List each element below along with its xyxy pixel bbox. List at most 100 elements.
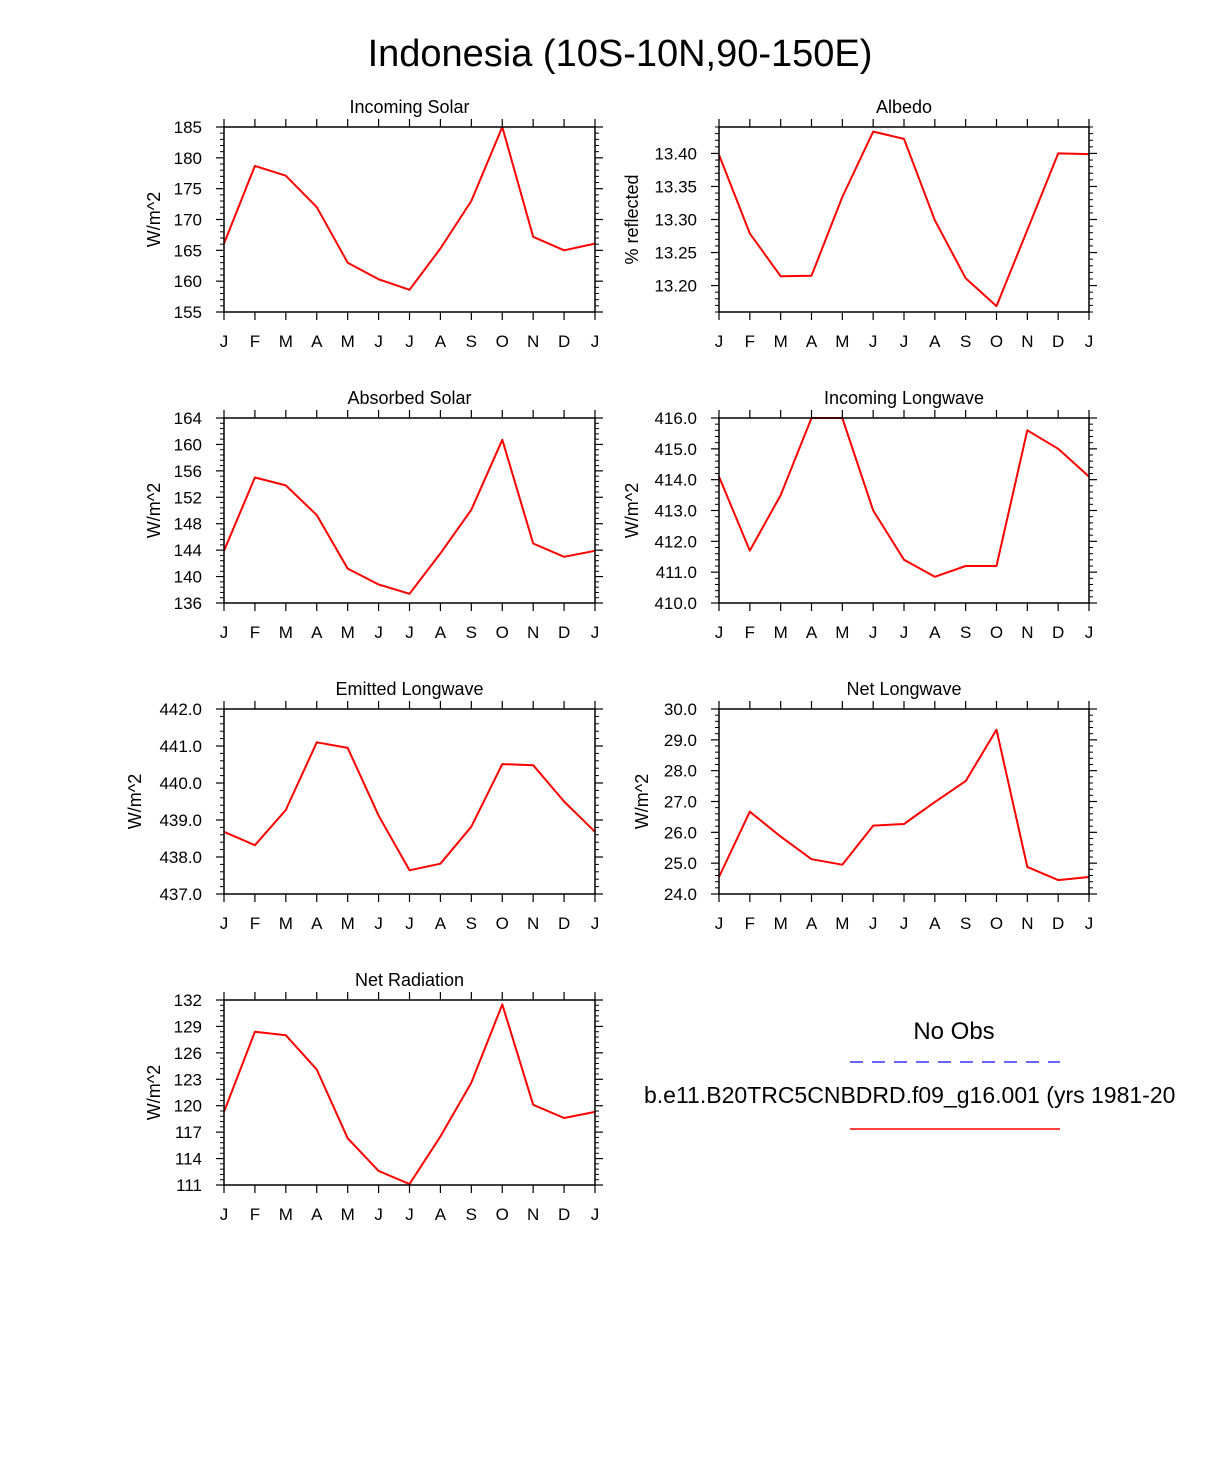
x-tick-label: O (496, 332, 509, 351)
series-line-model (718, 130, 1090, 308)
x-tick-label: A (435, 332, 447, 351)
y-tick-label: 414.0 (654, 471, 697, 490)
y-tick-label: 13.35 (654, 177, 697, 196)
series-line-model (223, 126, 596, 291)
x-tick-label: M (774, 332, 788, 351)
x-tick-label: O (496, 914, 509, 933)
x-tick-label: J (405, 332, 414, 351)
x-tick-label: N (1021, 914, 1033, 933)
y-tick-label: 440.0 (159, 774, 202, 793)
x-tick-label: N (527, 623, 539, 642)
plot-frame (223, 126, 596, 313)
x-tick-label: S (960, 914, 971, 933)
x-tick-label: D (1052, 914, 1064, 933)
legend: No Obs b.e11.B20TRC5CNBDRD.f09_g16.001 (… (644, 1018, 1175, 1130)
plot-frame (718, 708, 1090, 895)
y-tick-label: 126 (174, 1044, 202, 1063)
x-tick-label: A (435, 1205, 447, 1224)
y-tick-label: 185 (174, 118, 202, 137)
x-tick-label: N (527, 914, 539, 933)
x-tick-label: J (715, 623, 724, 642)
y-tick-label: 27.0 (664, 793, 697, 812)
x-tick-label: M (774, 623, 788, 642)
y-tick-label: 26.0 (664, 823, 697, 842)
y-tick-label: 28.0 (664, 762, 697, 781)
y-tick-label: 13.25 (654, 244, 697, 263)
y-tick-label: 13.20 (654, 277, 697, 296)
chart-title: Absorbed Solar (347, 388, 471, 408)
x-tick-label: J (591, 623, 600, 642)
x-tick-label: A (806, 914, 818, 933)
y-tick-label: 155 (174, 303, 202, 322)
x-tick-label: N (527, 1205, 539, 1224)
y-axis-label: W/m^2 (144, 1065, 164, 1120)
x-tick-label: F (745, 914, 755, 933)
y-tick-label: 411.0 (656, 563, 697, 582)
x-tick-label: N (1021, 623, 1033, 642)
y-axis-label: W/m^2 (622, 483, 642, 538)
y-tick-label: 29.0 (664, 731, 697, 750)
y-tick-label: 437.0 (159, 885, 202, 904)
x-tick-label: D (1052, 623, 1064, 642)
plot-frame (223, 708, 596, 895)
chart-title: Albedo (876, 97, 932, 117)
x-tick-label: J (869, 332, 878, 351)
x-tick-label: D (558, 914, 570, 933)
y-tick-label: 164 (174, 409, 202, 428)
legend-obs-label: No Obs (913, 1018, 994, 1045)
y-tick-label: 180 (174, 149, 202, 168)
y-tick-label: 412.0 (654, 532, 697, 551)
x-tick-label: O (990, 623, 1003, 642)
x-tick-label: S (960, 623, 971, 642)
y-axis-label: W/m^2 (632, 774, 652, 829)
x-tick-label: F (250, 332, 260, 351)
x-tick-label: S (466, 623, 477, 642)
y-tick-label: 152 (174, 488, 202, 507)
x-tick-label: J (1085, 332, 1094, 351)
series-line-model (223, 1003, 596, 1186)
x-tick-label: A (311, 623, 323, 642)
x-tick-label: J (220, 914, 229, 933)
chart-title: Incoming Longwave (824, 388, 984, 408)
x-tick-label: A (929, 914, 941, 933)
x-tick-label: M (279, 1205, 293, 1224)
y-tick-label: 160 (174, 435, 202, 454)
x-tick-label: J (220, 1205, 229, 1224)
y-tick-label: 140 (174, 568, 202, 587)
y-tick-label: 129 (174, 1017, 202, 1036)
y-tick-label: 439.0 (159, 811, 202, 830)
y-tick-label: 132 (174, 991, 202, 1010)
x-tick-label: J (1085, 623, 1094, 642)
x-tick-label: M (279, 623, 293, 642)
chart-title: Net Radiation (355, 970, 464, 990)
x-tick-label: J (220, 623, 229, 642)
x-tick-label: J (900, 332, 909, 351)
x-tick-label: A (806, 332, 818, 351)
y-tick-label: 441.0 (159, 737, 202, 756)
x-tick-label: S (466, 914, 477, 933)
plot-frame (223, 417, 596, 604)
chart-title: Emitted Longwave (335, 679, 483, 699)
y-tick-label: 120 (174, 1097, 202, 1116)
x-tick-label: J (374, 332, 383, 351)
x-tick-label: F (745, 332, 755, 351)
x-tick-label: J (374, 914, 383, 933)
y-tick-label: 144 (174, 541, 202, 560)
x-tick-label: M (774, 914, 788, 933)
x-tick-label: M (341, 623, 355, 642)
y-tick-label: 114 (175, 1150, 202, 1169)
legend-model-label: b.e11.B20TRC5CNBDRD.f09_g16.001 (yrs 198… (644, 1082, 1175, 1108)
x-tick-label: A (929, 623, 941, 642)
plot-frame (223, 999, 596, 1186)
x-tick-label: A (929, 332, 941, 351)
y-tick-label: 165 (174, 241, 202, 260)
x-tick-label: A (806, 623, 818, 642)
y-tick-label: 156 (174, 462, 202, 481)
x-tick-label: J (405, 623, 414, 642)
